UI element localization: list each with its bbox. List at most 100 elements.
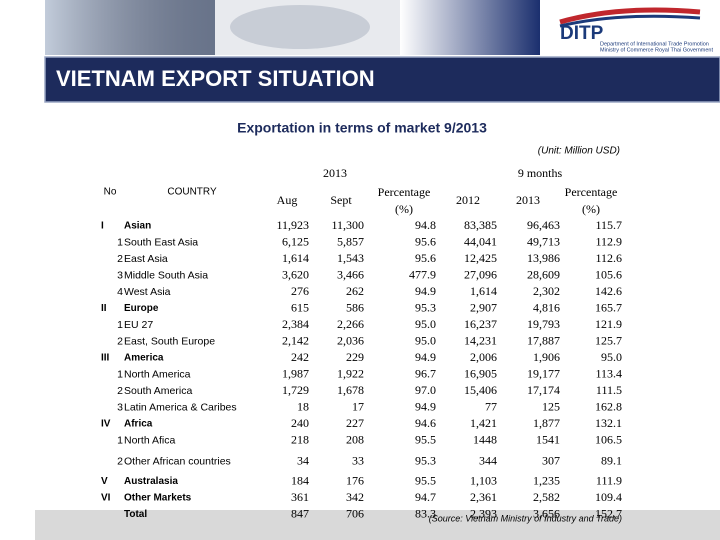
cell-value: 1,877 [533, 416, 560, 430]
export-table: 2013 9 months No COUNTRY Aug Sept Percentage (%… [101, 166, 622, 521]
cell-value: 95.5 [415, 432, 436, 446]
column-header: 2012 [456, 193, 480, 207]
logo-swoosh [559, 7, 701, 25]
cell-value: 706 [346, 506, 364, 520]
cell-value: 97.0 [415, 383, 436, 397]
cell-value: 2,006 [470, 350, 497, 364]
cell-value: 95.3 [415, 300, 436, 314]
cell-value: 94.9 [415, 350, 436, 364]
people-image [400, 0, 540, 55]
column-header: COUNTRY [167, 187, 217, 198]
country: Australasia [124, 476, 178, 487]
cell-value: 165.7 [595, 300, 622, 314]
logo-swoosh [559, 14, 701, 28]
group-header: 9 months [518, 166, 563, 180]
cell-value: 3,656 [533, 506, 560, 520]
group-header: 2013 [323, 166, 347, 180]
cell-value: 95.6 [415, 251, 436, 265]
cell-value: 109.4 [595, 490, 622, 504]
row-number: 2 [117, 455, 123, 467]
column-header: Aug [277, 193, 298, 207]
subtitle: Exportation in terms of market 9/2013 [237, 120, 487, 136]
country: South East Asia [124, 236, 198, 248]
cell-value: 1,421 [470, 416, 497, 430]
title-bar [44, 56, 720, 103]
cell-value: 2,907 [470, 300, 497, 314]
column-header: Percentage (%) [378, 185, 431, 216]
column-header: No [104, 187, 117, 198]
cell-value: 2,266 [337, 317, 364, 331]
cell-value: 307 [542, 453, 560, 467]
logo-caption: Department of International Trade Promot… [600, 41, 709, 47]
cell-value: 33 [352, 453, 364, 467]
country: Africa [124, 419, 153, 430]
country: Europe [124, 303, 159, 314]
row-number: II [101, 303, 107, 314]
cell-value: 1448 [473, 432, 497, 446]
cell-value: 2,582 [533, 490, 560, 504]
cell-value: 2,361 [470, 490, 497, 504]
banner-image-shade [45, 0, 215, 55]
cell-value: 49,713 [527, 234, 560, 248]
cell-value: 1,103 [470, 473, 497, 487]
column-header: 2013 [516, 193, 540, 207]
cell-value: 11,300 [331, 218, 364, 232]
cell-value: 94.8 [415, 218, 436, 232]
cell-value: 142.6 [595, 284, 622, 298]
cell-value: 477.9 [409, 267, 436, 281]
cell-value: 19,177 [527, 366, 560, 380]
row-number: 1 [117, 434, 123, 446]
cell-value: 132.1 [595, 416, 622, 430]
row-number: I [101, 221, 104, 232]
cell-value: 615 [291, 300, 309, 314]
cell-value: 111.5 [596, 383, 622, 397]
row-number: 1 [117, 319, 123, 331]
cell-value: 77 [485, 399, 497, 413]
logo-text: DITP [560, 23, 604, 44]
country: America [124, 353, 164, 364]
cell-value: 1541 [536, 432, 560, 446]
cell-value: 2,036 [337, 333, 364, 347]
cell-value: 121.9 [595, 317, 622, 331]
cell-value: 14,231 [464, 333, 497, 347]
cell-value: 1,543 [337, 251, 364, 265]
country: South America [124, 385, 192, 397]
cell-value: 16,237 [464, 317, 497, 331]
cell-value: 208 [346, 432, 364, 446]
row-number: 3 [117, 269, 123, 281]
country: North America [124, 368, 191, 380]
unit-note: (Unit: Million USD) [538, 146, 620, 157]
cell-value: 83,385 [464, 218, 497, 232]
logo-caption: Ministry of Commerce Royal Thai Governme… [600, 47, 713, 53]
cell-value: 1,922 [337, 366, 364, 380]
cell-value: 112.6 [595, 251, 622, 265]
country: Latin America & Caribes [124, 401, 237, 413]
footer-band [35, 510, 720, 540]
row-number: III [101, 353, 110, 364]
cell-value: 12,425 [464, 251, 497, 265]
cell-value: 11,923 [276, 218, 309, 232]
cell-value: 94.6 [415, 416, 436, 430]
cell-value: 95.6 [415, 234, 436, 248]
cell-value: 13,986 [527, 251, 560, 265]
cell-value: 344 [479, 453, 497, 467]
cell-value: 218 [291, 432, 309, 446]
row-number: 2 [117, 335, 123, 347]
cell-value: 95.0 [415, 317, 436, 331]
cell-value: 111.9 [596, 473, 622, 487]
row-number: IV [101, 419, 111, 430]
cell-value: 361 [291, 490, 309, 504]
cell-value: 17,174 [527, 383, 560, 397]
cell-value: 94.7 [415, 490, 436, 504]
row-number: 1 [117, 236, 123, 248]
country: Asian [124, 221, 151, 232]
cell-value: 342 [346, 490, 364, 504]
cell-value: 176 [346, 473, 364, 487]
cell-value: 17,887 [527, 333, 560, 347]
cell-value: 96,463 [527, 218, 560, 232]
cell-value: 106.5 [595, 432, 622, 446]
source-note: (Source: Vietnam Ministry of Industry an… [429, 513, 622, 523]
cell-value: 95.3 [415, 453, 436, 467]
cell-value: 115.7 [595, 218, 622, 232]
cell-value: 94.9 [415, 399, 436, 413]
